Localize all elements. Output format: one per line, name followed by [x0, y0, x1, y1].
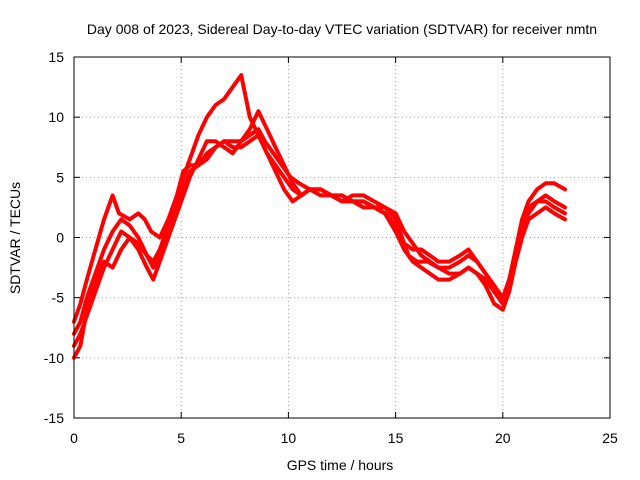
- y-tick-label: -5: [52, 290, 65, 306]
- y-tick-label: 0: [56, 230, 64, 246]
- chart-title: Day 008 of 2023, Sidereal Day-to-day VTE…: [87, 21, 597, 37]
- x-axis-label: GPS time / hours: [287, 457, 394, 473]
- y-tick-label: 5: [56, 169, 64, 185]
- y-tick-label: -15: [44, 410, 64, 426]
- series-line-2: [72, 133, 567, 336]
- x-tick-label: 10: [281, 430, 297, 446]
- series-line-4: [72, 73, 567, 360]
- y-tick-label: 10: [48, 109, 64, 125]
- plot-frame: [73, 56, 611, 419]
- y-tick-label: -10: [44, 350, 64, 366]
- y-axis-label: SDTVAR / TECUs: [7, 182, 23, 294]
- x-tick-label: 25: [602, 430, 618, 446]
- series-line-1: [72, 127, 567, 324]
- grid-lines: [74, 57, 610, 418]
- y-tick-label: 15: [48, 49, 64, 65]
- axis-ticks: 0 5 10 15 20 25 -15 -10 -5 0 5 10 15: [44, 49, 618, 446]
- x-tick-label: 5: [177, 430, 185, 446]
- data-series: [72, 73, 567, 360]
- x-tick-label: 20: [495, 430, 511, 446]
- x-tick-label: 0: [70, 430, 78, 446]
- x-tick-label: 15: [388, 430, 404, 446]
